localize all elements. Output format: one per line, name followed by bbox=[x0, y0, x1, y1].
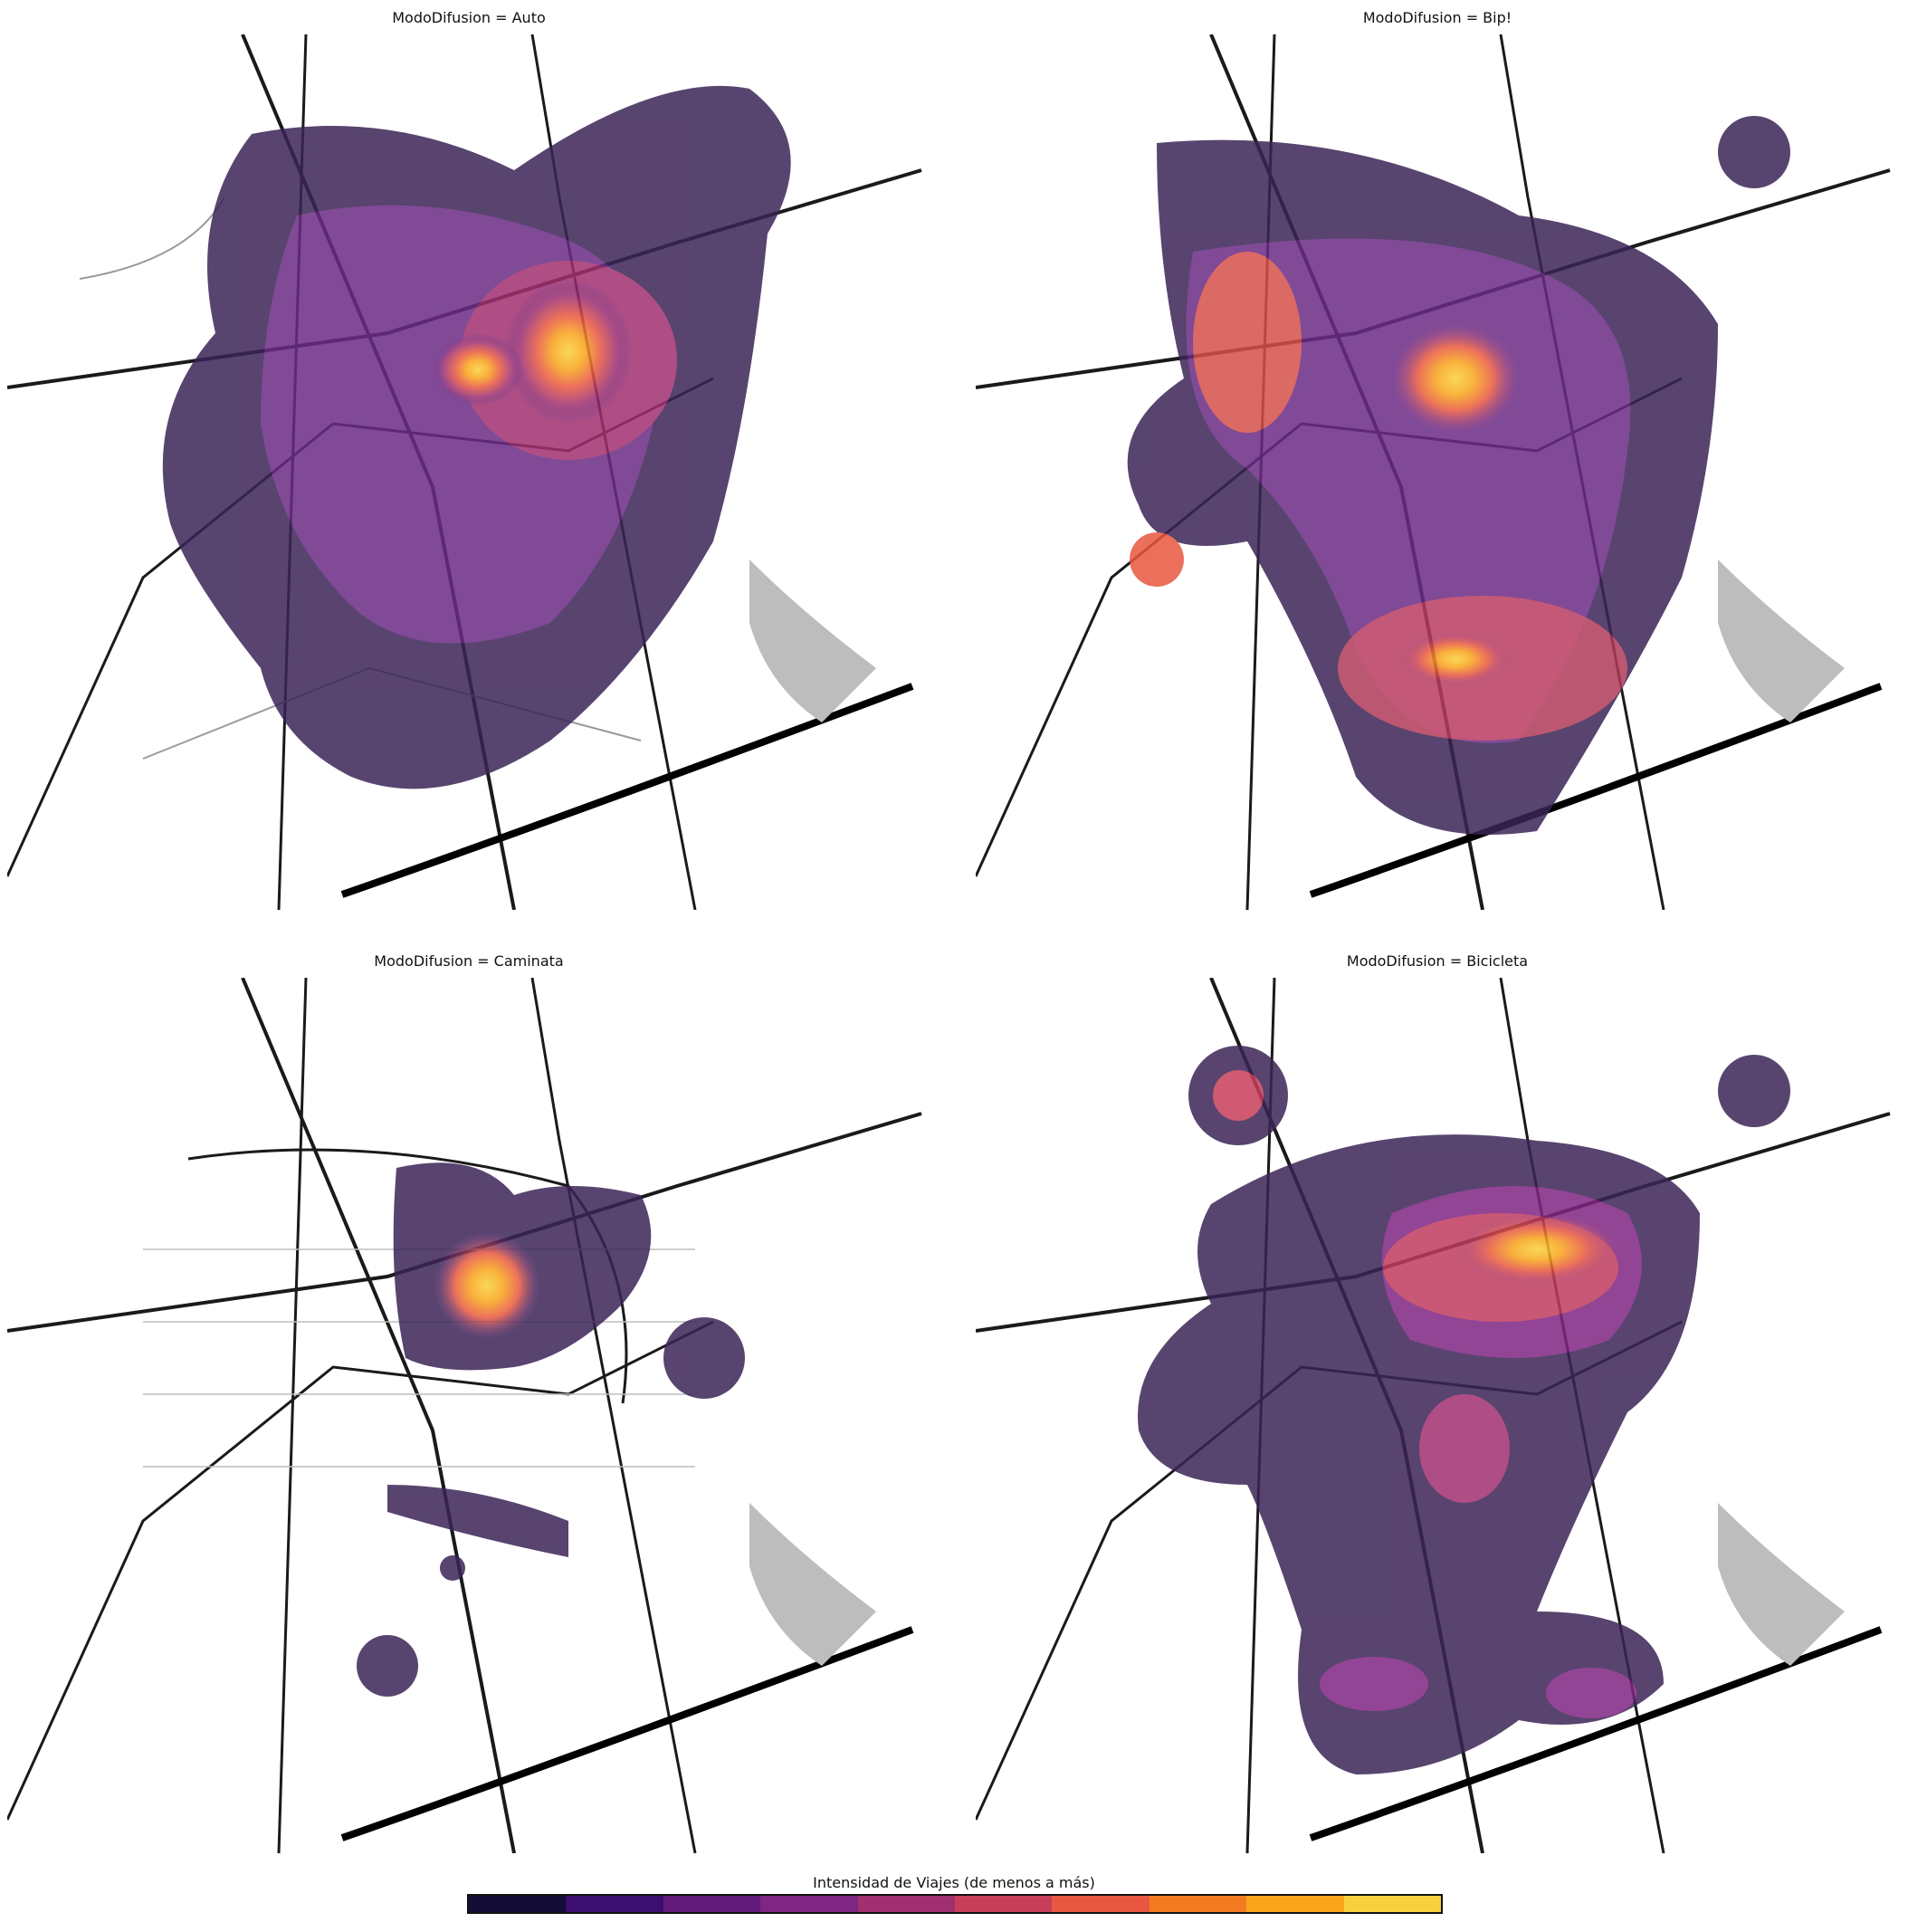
density-layer bbox=[162, 85, 791, 789]
panel-title: ModoDifusion = Auto bbox=[392, 9, 546, 26]
panel-bip: ModoDifusion = Bip! bbox=[976, 9, 1899, 910]
panel-title: ModoDifusion = Caminata bbox=[374, 952, 564, 970]
density-layer bbox=[1138, 1046, 1790, 1774]
colorbar bbox=[467, 1894, 1443, 1914]
map-caminata bbox=[7, 978, 930, 1853]
map-bicicleta bbox=[976, 978, 1899, 1853]
density-layer bbox=[357, 1162, 745, 1697]
colorbar-swatch bbox=[1149, 1896, 1247, 1912]
colorbar-swatch bbox=[857, 1896, 956, 1912]
colorbar-title: Intensidad de Viajes (de menos a más) bbox=[813, 1874, 1095, 1891]
panel-bicicleta: ModoDifusion = Bicicleta bbox=[976, 952, 1899, 1853]
colorbar-swatch bbox=[760, 1896, 858, 1912]
colorbar-swatch bbox=[469, 1896, 567, 1912]
map-bip bbox=[976, 34, 1899, 910]
panel-title: ModoDifusion = Bicicleta bbox=[1346, 952, 1529, 970]
colorbar-swatch bbox=[663, 1896, 761, 1912]
basemap bbox=[7, 978, 922, 1853]
colorbar-swatch bbox=[955, 1896, 1053, 1912]
colorbar-swatch bbox=[1246, 1896, 1344, 1912]
panel-caminata: ModoDifusion = Caminata bbox=[7, 952, 930, 1853]
colorbar-swatch bbox=[566, 1896, 663, 1912]
colorbar-swatch bbox=[1052, 1896, 1150, 1912]
density-layer bbox=[1127, 116, 1790, 836]
map-auto bbox=[7, 34, 930, 910]
panel-auto: ModoDifusion = Auto bbox=[7, 9, 930, 910]
colorbar-swatch bbox=[1343, 1896, 1442, 1912]
panel-title: ModoDifusion = Bip! bbox=[1362, 9, 1512, 26]
